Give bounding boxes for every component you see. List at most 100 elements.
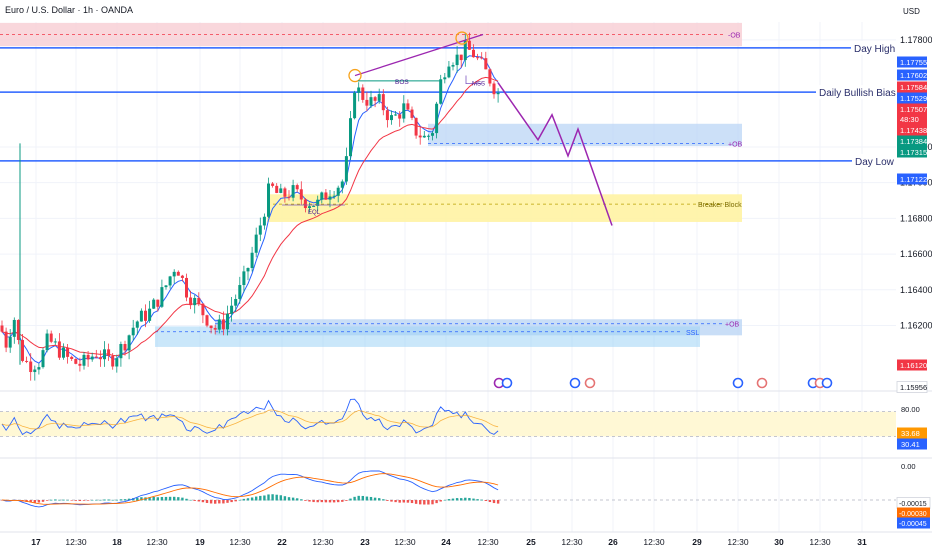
candle-body <box>365 99 369 106</box>
candle-body <box>373 97 377 101</box>
zone-label: Breaker Block <box>698 202 742 209</box>
time-tick-label: 12:30 <box>727 537 749 547</box>
macd-histogram-bar <box>447 499 451 501</box>
macd-histogram-bar <box>185 498 188 501</box>
time-tick-label: 12:30 <box>477 537 499 547</box>
price-tag-label: 1.17122 <box>900 175 927 184</box>
candle-body <box>189 297 193 306</box>
candle-body <box>476 57 480 59</box>
candle-body <box>484 58 488 70</box>
zone-label: -OB <box>728 32 741 39</box>
rsi-pane <box>0 398 896 437</box>
candle-body <box>303 199 307 209</box>
macd-tick-label: 0.00 <box>901 462 916 471</box>
macd-histogram-bar <box>263 495 266 501</box>
macd-histogram-bar <box>78 500 82 501</box>
candle-body <box>496 92 500 95</box>
macd-histogram-bar <box>173 496 176 501</box>
candle-body <box>123 344 127 351</box>
candle-body <box>443 77 447 80</box>
time-tick-label: 12:30 <box>146 537 168 547</box>
macd-histogram-bar <box>464 497 467 501</box>
price-tag-label: 1.17315 <box>900 148 927 157</box>
price-tag-label: 1.15956 <box>900 383 927 392</box>
candle-body <box>385 110 389 121</box>
macd-histogram-bar <box>267 494 270 501</box>
candle-body <box>0 325 4 332</box>
price-tag-bg <box>897 173 927 185</box>
candle-body <box>49 333 53 342</box>
macd-histogram-bar <box>33 500 36 503</box>
candle-body <box>394 114 398 116</box>
candle-body <box>94 356 98 358</box>
event-icon <box>756 377 768 389</box>
macd-histogram-bar <box>54 499 57 501</box>
level-label: Day Low <box>855 157 895 168</box>
zone-label: +OB <box>725 322 740 329</box>
currency-label[interactable]: USD <box>903 7 920 16</box>
candle-body <box>254 234 258 253</box>
rsi-tag-bg <box>897 438 927 450</box>
price-tag-label: 1.17602 <box>900 71 927 80</box>
zone-label: +OB <box>728 141 743 148</box>
event-icon <box>732 377 744 389</box>
macd-histogram-bar <box>472 498 475 501</box>
macd-histogram-bar <box>132 498 135 501</box>
candle-body <box>74 358 78 364</box>
macd-histogram-bar <box>103 499 106 501</box>
swing-circle <box>348 68 362 83</box>
candle-body <box>324 192 328 200</box>
zone-label: SSL <box>686 330 699 337</box>
macd-tag-label: -0.00045 <box>899 521 927 528</box>
macd-histogram-bar <box>439 500 442 502</box>
price-tag-bg <box>896 381 928 393</box>
candle-body <box>242 271 246 286</box>
candle-body <box>262 216 266 226</box>
candle-body <box>353 92 357 119</box>
candle-body <box>193 297 197 306</box>
macd-histogram-bar <box>45 500 49 501</box>
price-tick-label: 1.16600 <box>900 249 932 259</box>
candle-body <box>238 285 242 299</box>
candle-body <box>164 285 168 288</box>
macd-histogram-bar <box>275 494 278 501</box>
macd-histogram-bar <box>324 500 328 503</box>
time-tick-label: 12:30 <box>65 537 87 547</box>
price-tag-bg <box>897 103 927 115</box>
time-tick-label: 12:30 <box>561 537 583 547</box>
rsi-tag-bg <box>897 427 927 439</box>
candle-body <box>467 40 471 50</box>
candle-body <box>209 325 213 329</box>
candle-body <box>402 103 406 119</box>
macd-histogram-bar <box>62 499 65 501</box>
price-tag-label: 1.17529 <box>900 94 927 103</box>
bos-label: BOS <box>395 79 409 86</box>
time-tick-label: 12:30 <box>229 537 251 547</box>
price-tag-label: 1.17507 <box>900 105 927 114</box>
macd-histogram-bar <box>406 500 410 503</box>
macd-histogram-bar <box>234 500 237 502</box>
macd-histogram-bar <box>115 499 118 501</box>
price-tag-label: 1.16120 <box>900 361 927 370</box>
macd-histogram-bar <box>402 500 405 503</box>
time-tick-label: 12:30 <box>643 537 665 547</box>
event-icon <box>501 377 513 389</box>
macd-histogram-bar <box>177 497 180 501</box>
candle-body <box>398 114 402 119</box>
macd-histogram-bar <box>99 499 102 501</box>
candle-body <box>156 299 160 307</box>
macd-histogram-bar <box>382 499 385 501</box>
candle-body <box>213 328 217 330</box>
candle-body <box>78 363 82 366</box>
macd-histogram-bar <box>107 499 110 501</box>
time-tick-label: 12:30 <box>809 537 831 547</box>
event-icon <box>584 377 596 389</box>
candle-body <box>16 319 20 340</box>
candle-body <box>357 87 361 93</box>
macd-histogram-bar <box>222 500 225 504</box>
candles <box>0 32 500 381</box>
annotations-layer: BOS MSS EQL <box>0 31 932 459</box>
price-tag-label: 1.17584 <box>900 83 927 92</box>
candle-body <box>451 65 455 67</box>
